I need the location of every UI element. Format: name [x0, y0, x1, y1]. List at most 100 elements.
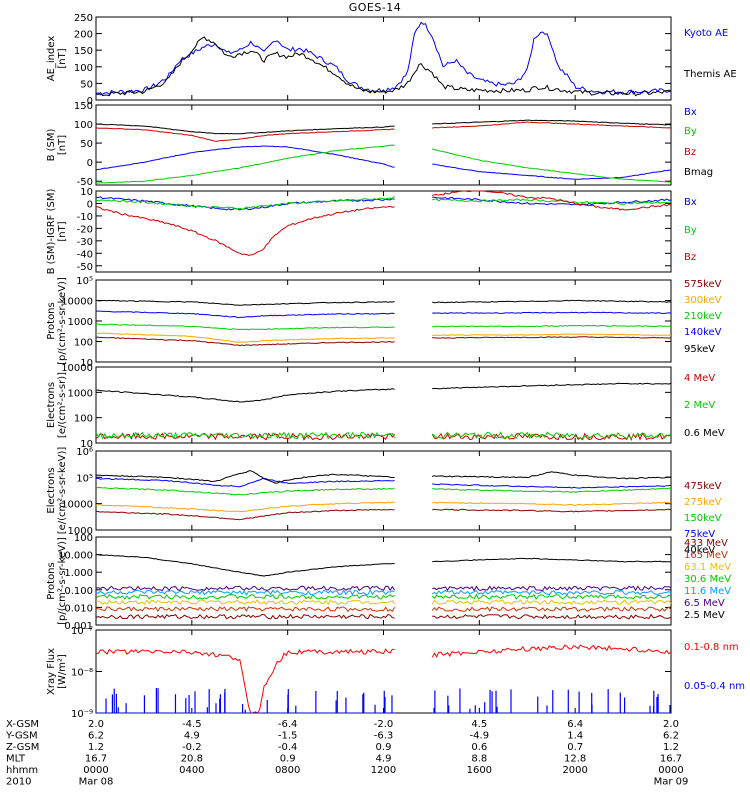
y-tick-label: 10⁶	[76, 447, 93, 458]
ephemeris-value: 12.8	[564, 754, 586, 765]
series-line-by	[95, 144, 395, 184]
y-axis-label-line: [W/m²]	[57, 654, 68, 689]
legend-entry: 475keV	[684, 481, 722, 492]
legend-entry: Bz	[684, 147, 696, 158]
legend-entry: Kyoto AE	[684, 28, 728, 39]
ephemeris-value: 1.4	[567, 731, 583, 742]
ephemeris-value: -1.5	[278, 731, 298, 742]
y-axis-label-line: [e/(cm²-s-sr)]	[57, 372, 68, 438]
y-tick-label: 10.000	[58, 551, 93, 562]
y-tick-label: 100	[74, 338, 93, 349]
series-line-63-1-mev	[95, 599, 396, 605]
ephemeris-row-label: 2010	[6, 777, 31, 788]
ephemeris-row-label: MLT	[6, 754, 26, 765]
y-axis-label-line: Protons	[46, 302, 57, 339]
plot-title: GOES-14	[348, 1, 402, 14]
y-tick-label: 100	[74, 414, 93, 425]
ephemeris-value: 20.8	[181, 754, 203, 765]
series-line-210kev	[432, 324, 672, 328]
legend-entry: 433 MeV	[684, 538, 728, 549]
y-tick-label: 10⁻⁹	[71, 709, 93, 720]
panel-frame	[95, 450, 672, 531]
series-line-40kev	[432, 471, 672, 480]
y-tick-label: 10⁻⁷	[71, 626, 93, 637]
legend-entry: 40keV	[684, 545, 715, 556]
y-axis-label-line: Xray Flux	[46, 648, 57, 695]
legend-entry: Bmag	[684, 167, 713, 178]
series-line-210kev	[95, 323, 395, 331]
y-tick-label: 1000	[68, 317, 93, 328]
y-axis-label-line: B (SM)	[46, 128, 57, 161]
series-line-by	[432, 198, 672, 205]
panel-frame	[95, 190, 672, 273]
y-axis-label: AE_index[nT]	[46, 36, 68, 82]
series-line-bx	[432, 196, 672, 206]
series-line-63-1-mev	[431, 599, 672, 606]
ephemeris-row-label: X-GSM	[6, 719, 39, 730]
legend-entry: 150keV	[684, 513, 722, 524]
series-line-30-6-mev	[95, 593, 395, 600]
legend-entry: 63.1 MeV	[684, 562, 731, 573]
y-tick-label: -30	[77, 237, 93, 248]
y-tick-label: 10000	[61, 363, 93, 374]
ephemeris-value: 16.7	[85, 754, 107, 765]
y-tick-label: 10⁵	[76, 276, 93, 287]
legend-entry: 210keV	[684, 311, 722, 322]
y-tick-label: -50	[77, 262, 93, 273]
y-axis-label-line: [nT]	[57, 135, 68, 155]
y-tick-label: -20	[77, 224, 93, 235]
legend-entry: Themis AE	[683, 69, 737, 80]
ephemeris-value: -0.2	[182, 742, 202, 753]
y-tick-label: 10000	[61, 297, 93, 308]
series-line-2-mev	[431, 431, 672, 440]
panel-3: -50 -40-30 -20-10 010 B (SM)-IGRF (SM)[nT] Bx…	[46, 187, 697, 274]
series-line-300kev	[432, 333, 672, 337]
series-line-bz	[432, 121, 672, 129]
y-axis-label: Electrons[e/(cm²-s-sr-keV)]	[46, 447, 68, 535]
panel-7: 0.001 0.010 0.100 1.000 10.000 100 Protons[p/(…	[46, 533, 731, 632]
y-tick-label: 0	[87, 96, 93, 107]
y-tick-label: 1000	[68, 388, 93, 399]
series-line-by	[95, 196, 395, 210]
y-tick-label: 10⁵	[76, 473, 93, 484]
legend-entry: 11.6 MeV	[684, 586, 731, 597]
panel-2: -50 0 50 100 150 B (SM)[nT] Bx By Bz Bmag	[46, 101, 713, 188]
y-tick-label: -40	[77, 249, 93, 260]
series-line-bz	[96, 205, 395, 256]
ephemeris-value: 4.5	[471, 719, 487, 730]
series-line-275kev	[95, 501, 395, 513]
ephemeris-value: 0000	[658, 765, 683, 776]
y-tick-label: 10	[80, 187, 93, 198]
legend-entry: 6.5 MeV	[684, 598, 725, 609]
y-tick-label: 50	[80, 79, 93, 90]
series-line-6-5-mev	[95, 585, 396, 592]
panel-frame	[95, 104, 672, 186]
series-line-0-6-mev	[432, 382, 672, 390]
ephemeris-row-label: Z-GSM	[6, 742, 39, 753]
panel-1: 0 50 100 150 200 250 AE_index[nT] Kyoto AE Themi…	[46, 13, 737, 107]
ephemeris-value: 1.2	[88, 742, 104, 753]
ephemeris-row-label: Y-GSM	[5, 731, 38, 742]
ephemeris-value: 6.4	[567, 719, 583, 730]
y-tick-label: 1.000	[64, 568, 93, 579]
series-line-75kev	[95, 477, 395, 488]
legend-entry: 2 MeV	[684, 400, 715, 411]
y-axis-label: B (SM)[nT]	[46, 128, 68, 161]
y-tick-label: 200	[74, 30, 93, 41]
y-axis-label-line: [nT]	[57, 221, 68, 241]
legend-entry: 0.6 MeV	[684, 428, 725, 439]
panel-frame	[95, 629, 672, 714]
series-line-40kev	[95, 470, 395, 484]
y-axis-label-line: B (SM)-IGRF (SM)	[46, 189, 57, 275]
series-line-2-5-mev	[432, 557, 672, 563]
legend-entry: 575keV	[684, 279, 722, 290]
ephemeris-value: 0.9	[280, 754, 296, 765]
y-tick-label: 0.010	[64, 603, 93, 614]
y-axis-label-line: Protons	[46, 562, 57, 599]
y-tick-label: 10	[80, 358, 93, 369]
series-line-165-mev	[431, 606, 672, 612]
series-line-475kev	[432, 508, 672, 513]
ephemeris-value: Mar 09	[654, 777, 689, 788]
series-line-140kev	[96, 310, 395, 319]
